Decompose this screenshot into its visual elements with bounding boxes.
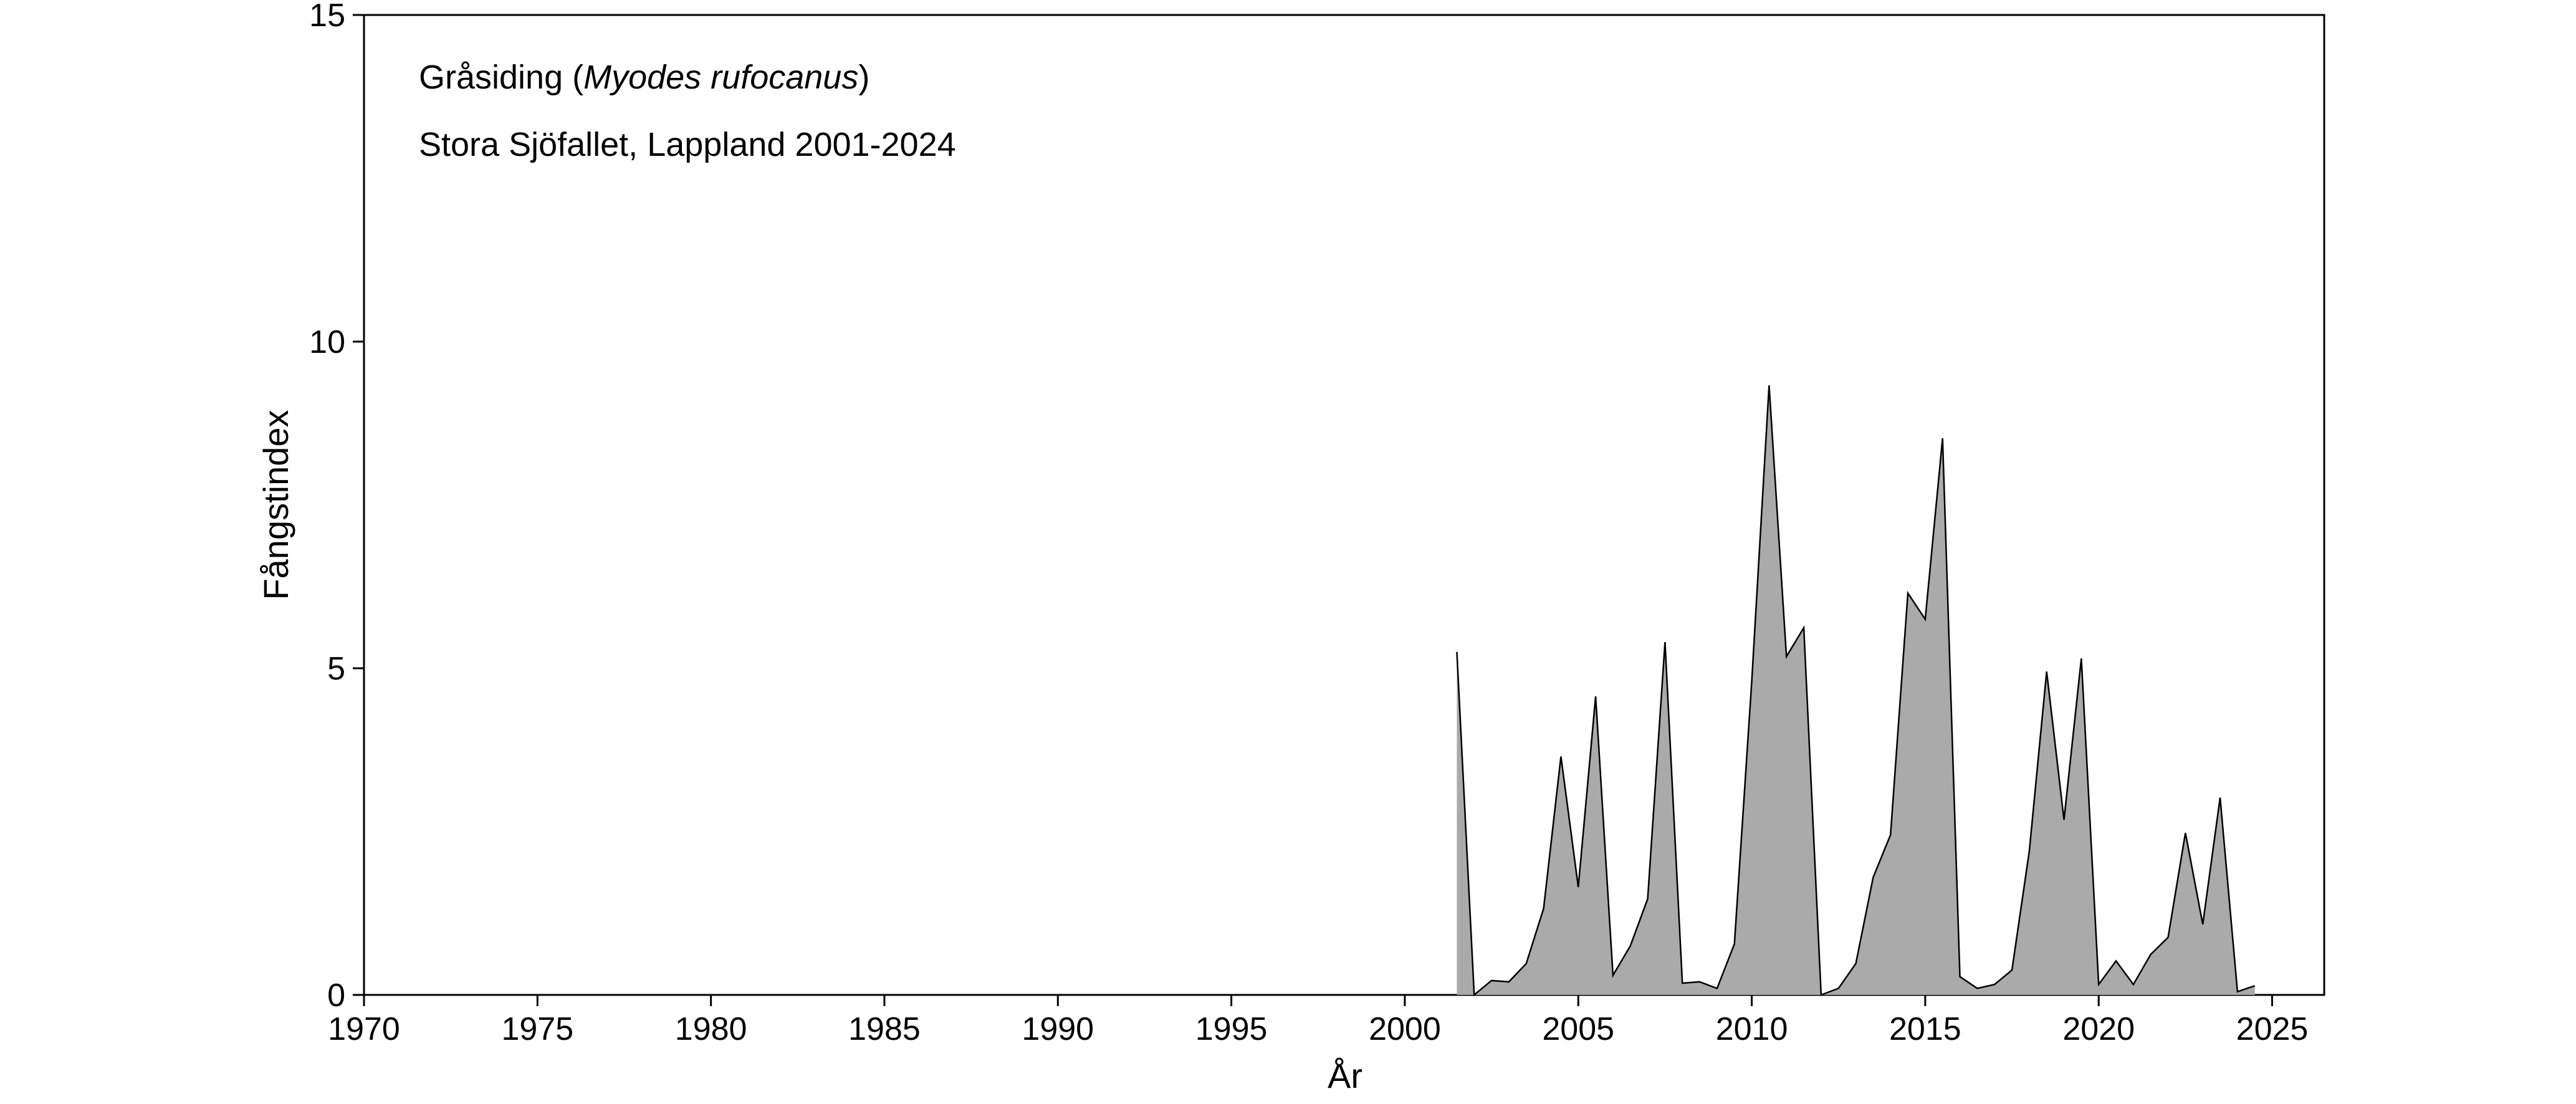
y-tick-label-15: 15	[309, 0, 345, 34]
y-tick-label-5: 5	[327, 651, 345, 687]
x-tick-label-1995: 1995	[1195, 1011, 1268, 1047]
species-label: Gråsiding (Myodes rufocanus)	[419, 59, 869, 96]
x-tick-label-1980: 1980	[675, 1011, 747, 1047]
species-latin-name: Myodes rufocanus	[583, 59, 858, 96]
y-axis-title: Fångstindex	[256, 410, 295, 600]
y-tick-label-0: 0	[327, 977, 345, 1014]
plot-area	[363, 14, 2325, 997]
y-tick-label-10: 10	[309, 324, 345, 360]
series-line-0	[1456, 385, 2256, 997]
x-axis-title: År	[1328, 1056, 1362, 1095]
x-tick-label-1970: 1970	[328, 1011, 400, 1047]
series-layer	[1456, 385, 2256, 997]
x-tick-label-2000: 2000	[1369, 1011, 1441, 1047]
x-tick-label-1975: 1975	[501, 1011, 573, 1047]
x-tick-label-2015: 2015	[1889, 1011, 1961, 1047]
x-tick-label-2005: 2005	[1542, 1011, 1614, 1047]
species-name-suffix: )	[858, 59, 869, 96]
x-tick-label-2010: 2010	[1716, 1011, 1788, 1047]
x-tick-label-2020: 2020	[2062, 1011, 2135, 1047]
x-axis: 1970 1975 1980 1985 1990 1995 2000 2005 2010 2015…	[328, 995, 2308, 1047]
plot-frame	[363, 14, 2325, 996]
x-tick-label-1990: 1990	[1022, 1011, 1094, 1047]
y-axis: 0 5 10 15	[309, 0, 364, 1014]
x-tick-label-1985: 1985	[848, 1011, 921, 1047]
series-area-0	[1457, 385, 2255, 995]
location-label: Stora Sjöfallet, Lappland 2001-2024	[419, 126, 956, 163]
species-name-prefix: Gråsiding (	[419, 59, 583, 96]
x-tick-label-2025: 2025	[2236, 1011, 2309, 1047]
